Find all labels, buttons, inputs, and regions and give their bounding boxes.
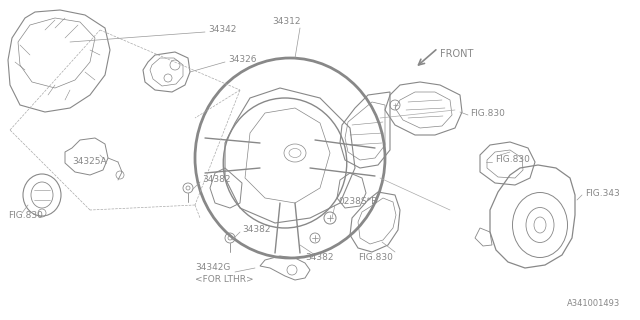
Text: FIG.830: FIG.830 [358,253,393,262]
Text: FRONT: FRONT [440,49,474,59]
Text: FIG.830: FIG.830 [470,108,505,117]
Text: FIG.343: FIG.343 [585,188,620,197]
Text: FIG.830: FIG.830 [8,211,43,220]
Text: FIG.830: FIG.830 [495,156,530,164]
Text: A341001493: A341001493 [567,299,620,308]
Text: 34342G: 34342G [195,263,230,273]
Text: 34382: 34382 [242,226,271,235]
Text: 34325A: 34325A [72,157,107,166]
Text: <FOR LTHR>: <FOR LTHR> [195,276,253,284]
Text: 34312: 34312 [272,18,301,27]
Text: 34326: 34326 [228,55,257,65]
Text: 34382: 34382 [202,175,230,185]
Text: 34382: 34382 [305,253,333,262]
Text: 0238S*B: 0238S*B [338,197,377,206]
Text: 34342: 34342 [208,26,236,35]
